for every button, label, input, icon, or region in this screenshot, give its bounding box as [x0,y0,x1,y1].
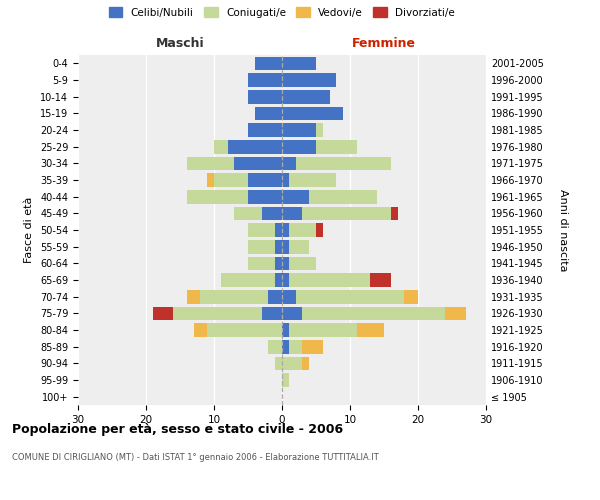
Bar [235,156,282,170]
Bar [268,340,282,353]
Bar [282,190,309,203]
Bar [282,156,296,170]
Text: Femmine: Femmine [352,37,416,50]
Bar [187,190,248,203]
Bar [282,173,289,187]
Bar [282,90,329,104]
Bar [248,223,275,237]
Legend: Celibi/Nubili, Coniugati/e, Vedovi/e, Divorziati/e: Celibi/Nubili, Coniugati/e, Vedovi/e, Di… [105,3,459,22]
Bar [207,323,282,337]
Bar [275,240,282,254]
Bar [282,340,289,353]
Bar [282,273,289,287]
Bar [282,73,337,87]
Bar [282,323,289,337]
Bar [248,190,282,203]
Bar [289,273,370,287]
Bar [309,190,377,203]
Y-axis label: Anni di nascita: Anni di nascita [557,188,568,271]
Bar [282,373,289,387]
Bar [282,306,302,320]
Text: COMUNE DI CIRIGLIANO (MT) - Dati ISTAT 1° gennaio 2006 - Elaborazione TUTTITALIA: COMUNE DI CIRIGLIANO (MT) - Dati ISTAT 1… [12,452,379,462]
Bar [282,356,302,370]
Bar [289,173,337,187]
Bar [187,290,200,304]
Bar [282,256,289,270]
Bar [282,290,296,304]
Bar [289,223,316,237]
Bar [302,306,445,320]
Bar [248,90,282,104]
Bar [282,206,302,220]
Bar [275,273,282,287]
Bar [248,240,275,254]
Bar [153,306,173,320]
Bar [282,106,343,120]
Bar [207,173,214,187]
Bar [302,340,323,353]
Bar [289,256,316,270]
Bar [235,206,262,220]
Bar [214,140,227,153]
Bar [302,206,391,220]
Bar [282,240,289,254]
Bar [316,123,323,137]
Bar [282,123,316,137]
Bar [248,173,282,187]
Bar [370,273,391,287]
Bar [268,290,282,304]
Bar [275,256,282,270]
Bar [248,123,282,137]
Bar [248,73,282,87]
Bar [275,356,282,370]
Bar [262,206,282,220]
Bar [255,56,282,70]
Bar [214,173,248,187]
Bar [357,323,384,337]
Bar [316,140,357,153]
Bar [296,290,404,304]
Bar [404,290,418,304]
Bar [282,140,316,153]
Bar [248,256,275,270]
Bar [200,290,268,304]
Bar [302,356,309,370]
Bar [282,223,289,237]
Bar [227,140,282,153]
Bar [187,156,235,170]
Bar [296,156,391,170]
Bar [255,106,282,120]
Bar [445,306,466,320]
Bar [173,306,262,320]
Y-axis label: Fasce di età: Fasce di età [25,197,34,263]
Bar [275,223,282,237]
Bar [289,340,302,353]
Bar [282,56,316,70]
Bar [221,273,275,287]
Bar [262,306,282,320]
Bar [316,223,323,237]
Bar [391,206,398,220]
Text: Popolazione per età, sesso e stato civile - 2006: Popolazione per età, sesso e stato civil… [12,422,343,436]
Bar [194,323,207,337]
Bar [289,323,357,337]
Text: Maschi: Maschi [155,37,205,50]
Bar [289,240,309,254]
